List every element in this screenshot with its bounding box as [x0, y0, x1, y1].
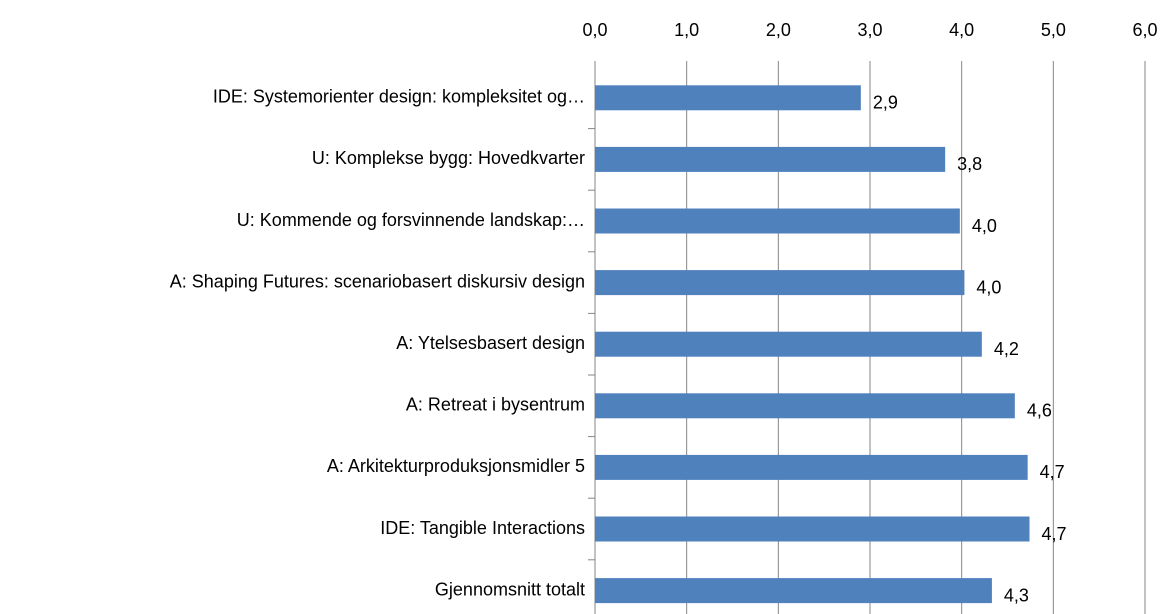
- bar: [595, 393, 1015, 419]
- data-label: 2,9: [873, 93, 898, 113]
- y-tick-label: Gjennomsnitt totalt: [435, 579, 585, 599]
- data-label: 4,6: [1027, 401, 1052, 421]
- data-label: 4,0: [976, 277, 1001, 297]
- bar: [595, 578, 992, 604]
- data-label: 3,8: [957, 154, 982, 174]
- bar: [595, 146, 946, 172]
- x-tick-label: 5,0: [1041, 20, 1066, 40]
- data-label: 4,7: [1040, 462, 1065, 482]
- data-label: 4,2: [994, 339, 1019, 359]
- data-label: 4,7: [1042, 524, 1067, 544]
- x-tick-label: 3,0: [857, 20, 882, 40]
- data-label: 4,3: [1004, 585, 1029, 605]
- x-tick-label: 4,0: [949, 20, 974, 40]
- bar: [595, 208, 960, 234]
- x-tick-label: 1,0: [674, 20, 699, 40]
- bar: [595, 454, 1028, 480]
- y-tick-label: A: Arkitekturproduksjonsmidler 5: [327, 456, 585, 476]
- y-tick-label: IDE: Tangible Interactions: [380, 518, 585, 538]
- y-tick-label: IDE: Systemorienter design: kompleksitet…: [213, 87, 585, 107]
- bar: [595, 331, 982, 357]
- y-tick-label: A: Shaping Futures: scenariobasert disku…: [170, 271, 585, 291]
- bar: [595, 85, 861, 111]
- y-tick-label: A: Retreat i bysentrum: [406, 395, 585, 415]
- bar: [595, 516, 1030, 542]
- x-tick-label: 2,0: [766, 20, 791, 40]
- y-tick-label: U: Komplekse bygg: Hovedkvarter: [312, 148, 585, 168]
- y-tick-label: A: Ytelsesbasert design: [396, 333, 585, 353]
- bar: [595, 270, 965, 296]
- x-tick-label: 0,0: [582, 20, 607, 40]
- data-label: 4,0: [972, 216, 997, 236]
- y-tick-label: U: Kommende og forsvinnende landskap:…: [237, 210, 585, 230]
- x-tick-label: 6,0: [1132, 20, 1157, 40]
